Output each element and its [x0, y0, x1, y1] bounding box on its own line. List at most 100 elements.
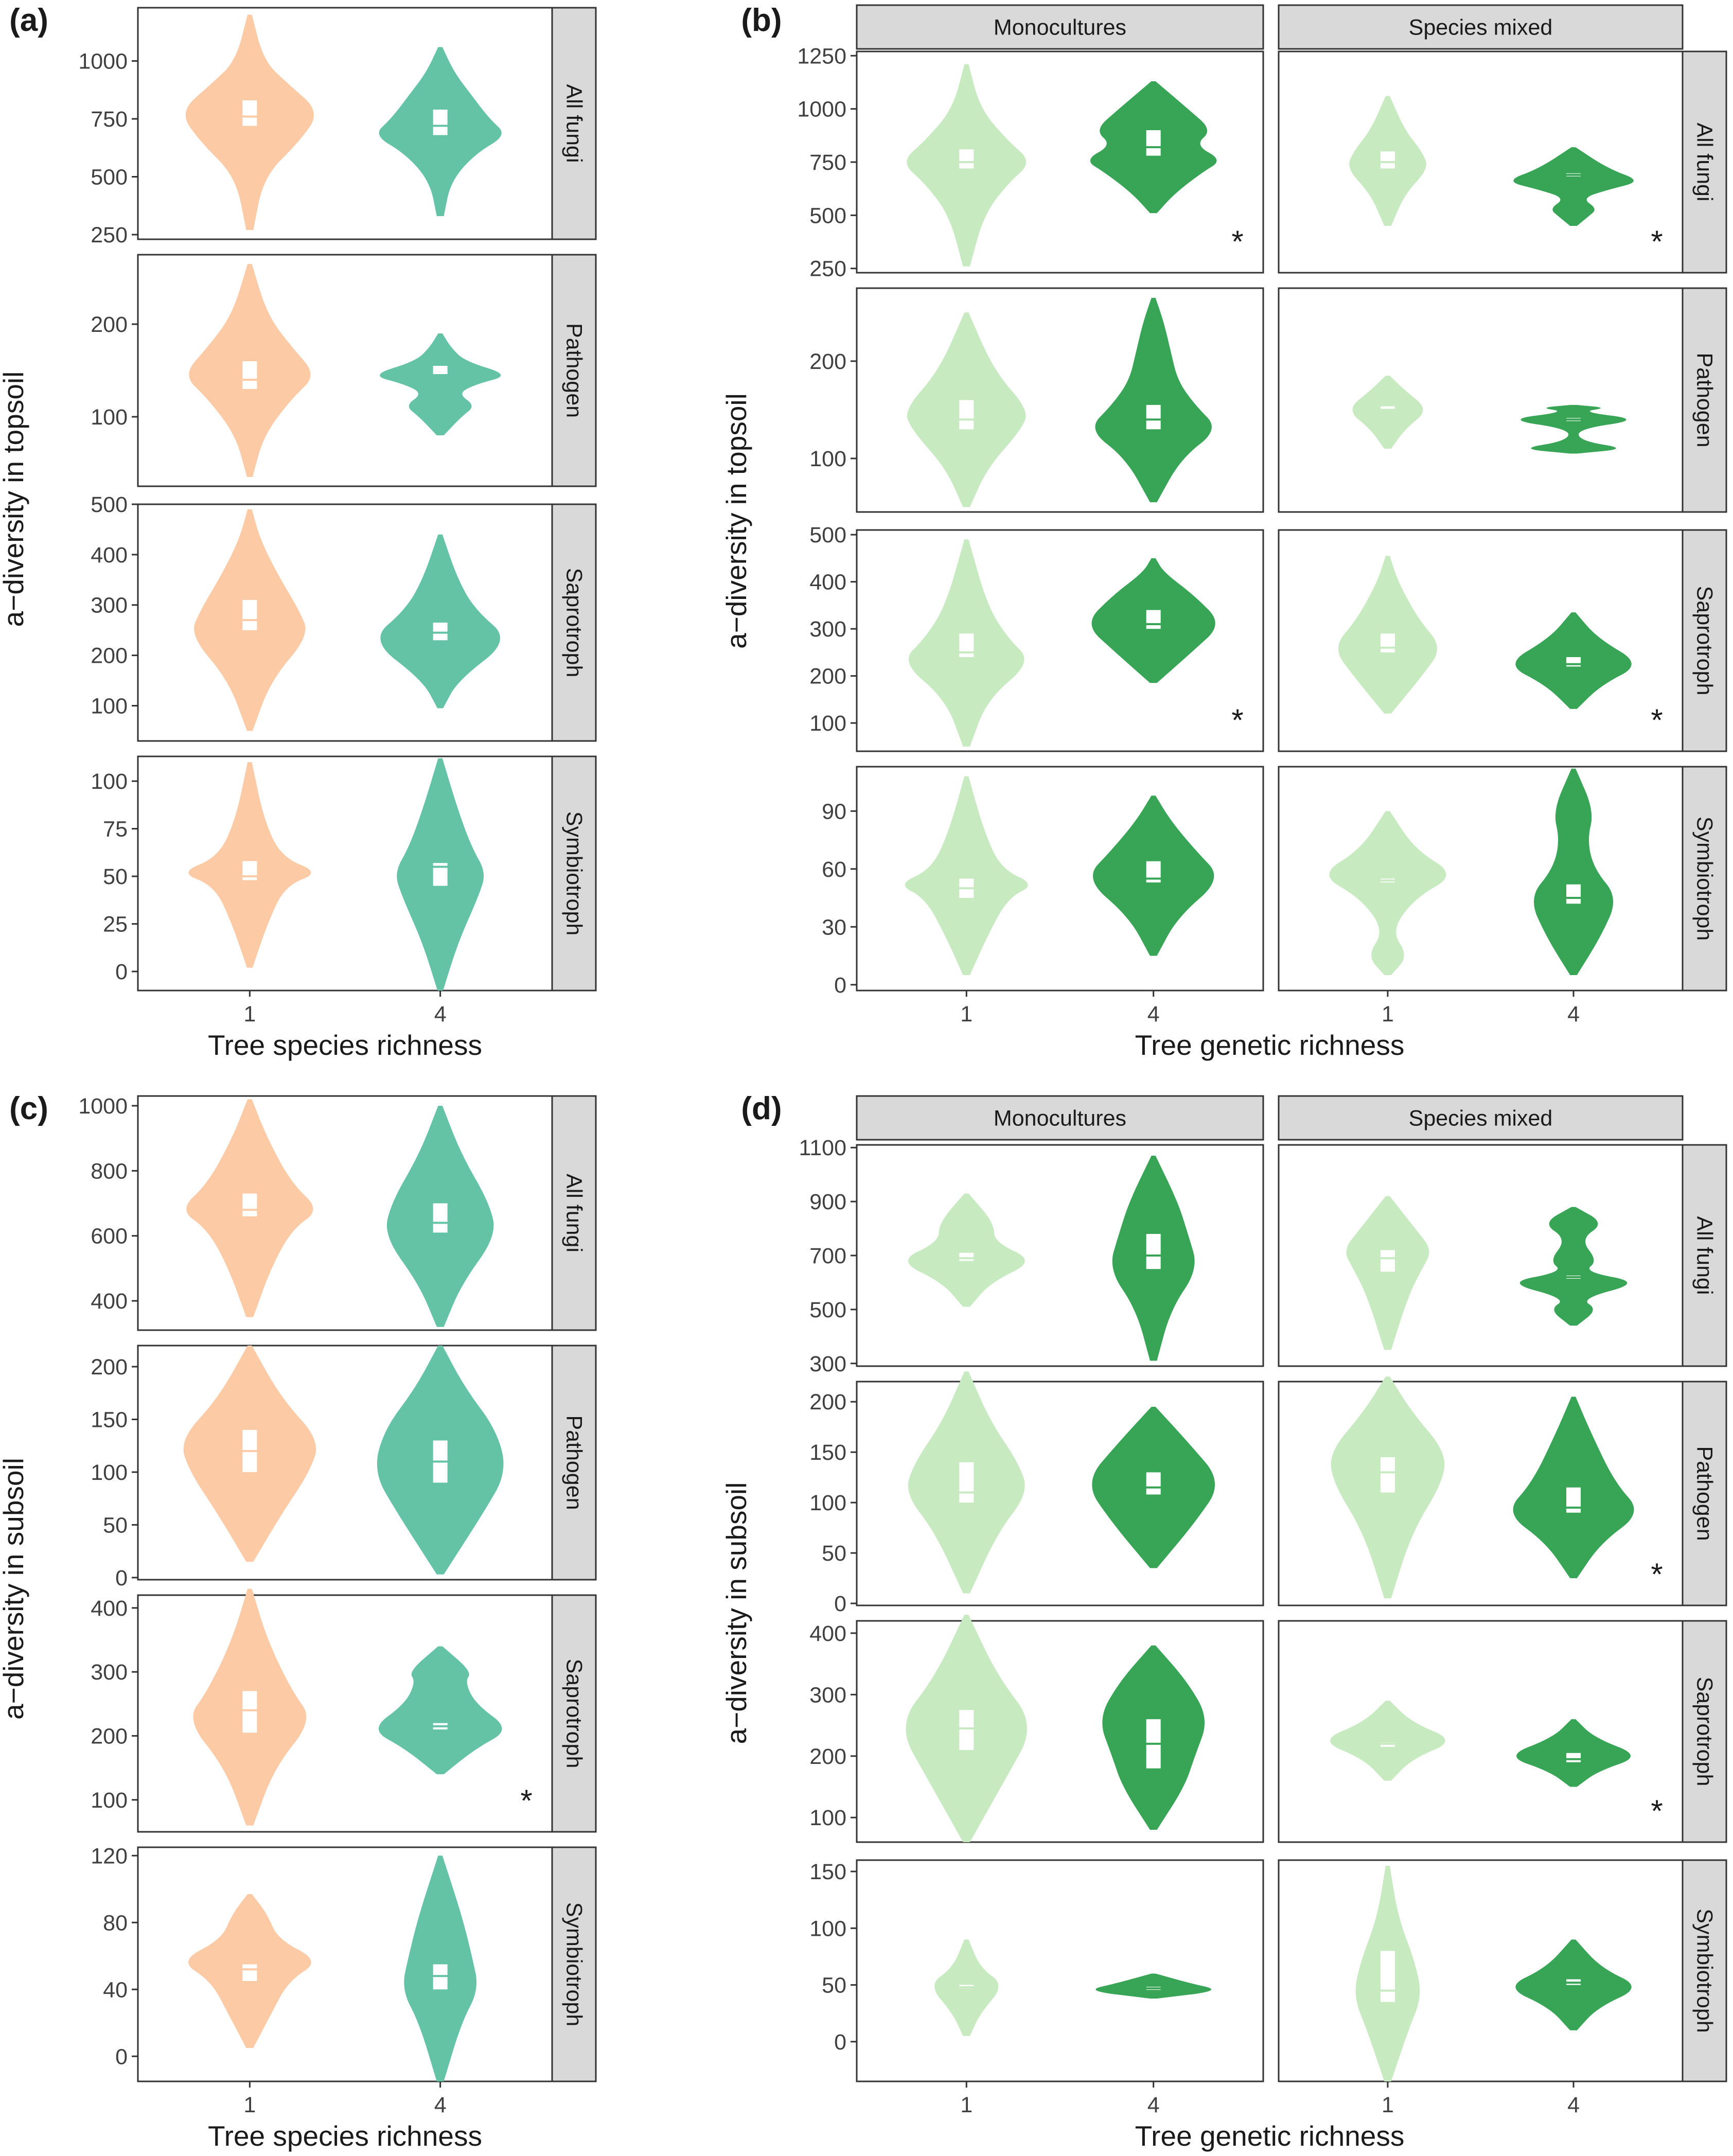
y-tick-label: 0: [115, 2044, 128, 2069]
row-strip: [1682, 766, 1727, 992]
y-tick-label: 1250: [797, 44, 846, 68]
violin-1-iqr-box: [242, 1691, 257, 1733]
y-tick-label: 300: [809, 617, 846, 642]
row-strip-label: Symbiotroph: [1692, 1908, 1717, 2033]
panel-a: (a) a−diversity in topsoil Tree species ri…: [0, 3, 597, 1061]
y-tick-label: 200: [809, 664, 846, 689]
violin-1-iqr-box: [959, 400, 974, 430]
panel-letter: (c): [9, 1091, 48, 1126]
violin-1-median-line: [241, 1968, 258, 1971]
violin-1-median-line: [241, 115, 258, 118]
violin-1-median-line: [241, 379, 258, 381]
violin-4-median-line: [432, 1975, 449, 1977]
y-tick-label: 100: [91, 694, 128, 718]
panel-letter: (d): [741, 1091, 782, 1126]
y-tick-label: 0: [834, 2030, 846, 2055]
violin-1-median-line: [958, 651, 975, 653]
violin-1-median-line: [1379, 1257, 1396, 1260]
facet-pathogen: 100 200 Pathogen: [91, 254, 597, 487]
row-strip-label: Saprotroph: [562, 568, 587, 678]
row-strip-label: Saprotroph: [1692, 1677, 1717, 1787]
y-tick-label: 300: [91, 593, 128, 618]
y-tick-label: 75: [103, 817, 128, 842]
violin-4-iqr-box: [1146, 130, 1161, 156]
x-tick-label: 1: [1382, 1002, 1394, 1027]
facet-all-fungi-species-mixed: All fungi: [1278, 1144, 1727, 1367]
y-tick-label: 30: [822, 915, 846, 940]
violin-4: [1513, 147, 1634, 226]
row-strip-label: All fungi: [562, 1174, 587, 1252]
y-tick-label: 250: [91, 223, 128, 248]
y-axis-title: a−diversity in topsoil: [720, 393, 752, 649]
y-tick-label: 750: [91, 107, 128, 132]
facet-all-fungi: 400 600 800 1000 All fungi: [78, 1094, 597, 1331]
y-axis-title: a−diversity in subsoil: [0, 1458, 29, 1720]
violin-1-median-line: [1379, 646, 1396, 649]
row-strip: [1682, 529, 1727, 752]
row-strip: [1682, 1859, 1727, 2082]
facet-pathogen-species-mixed: Pathogen: [1278, 287, 1727, 513]
y-tick-label: 700: [809, 1244, 846, 1268]
y-tick-label: 1000: [78, 1094, 128, 1119]
y-tick-label: 200: [809, 1390, 846, 1415]
row-strip-label: All fungi: [1692, 1216, 1717, 1295]
violin-1: [1346, 1196, 1429, 1350]
facet-all-fungi-species-mixed: * All fungi: [1278, 50, 1727, 274]
violin-4-median-line: [1565, 418, 1582, 421]
row-strip: [551, 503, 597, 742]
significance-star: *: [1231, 703, 1243, 737]
facet-all-fungi: 250 500 750 1000 All fungi: [78, 7, 597, 248]
y-tick-label: 0: [834, 973, 846, 998]
y-tick-label: 250: [809, 257, 846, 281]
y-tick-label: 25: [103, 912, 128, 937]
row-strip: [1682, 1144, 1727, 1367]
violin-4-median-line: [432, 631, 449, 634]
violin-4: [1519, 1207, 1628, 1326]
violin-4-iqr-box: [1146, 404, 1161, 430]
row-strip-label: Saprotroph: [562, 1659, 587, 1769]
violin-1-iqr-box: [1380, 406, 1395, 410]
facet-saprotroph-monocultures: 100 200 300 400 500 *: [809, 523, 1264, 752]
violin-4-median-line: [1565, 1506, 1582, 1509]
panel-c: (c) a−diversity in subsoil Tree species ri…: [0, 1091, 597, 2152]
column-strip: [1278, 4, 1684, 50]
y-tick-label: 0: [834, 1592, 846, 1616]
violin-1-median-line: [958, 418, 975, 421]
panel-d: (d) a−diversity in subsoil Tree genetic ri…: [720, 1091, 1727, 2152]
violin-1: [908, 1193, 1025, 1307]
y-tick-label: 80: [103, 1911, 128, 1935]
x-tick-label: 4: [434, 1002, 447, 1027]
y-axis-title: a−diversity in topsoil: [0, 372, 29, 627]
y-tick-label: 500: [809, 523, 846, 547]
y-tick-label: 1000: [797, 97, 846, 122]
y-tick-label: 150: [91, 1407, 128, 1432]
x-tick-label: 4: [434, 2093, 447, 2117]
violin-1-median-line: [958, 1986, 975, 1988]
violin-1-median-line: [1379, 1471, 1396, 1474]
y-tick-label: 100: [809, 447, 846, 471]
y-tick-label: 400: [91, 1289, 128, 1314]
x-tick-label: 1: [960, 2093, 972, 2117]
violin-4-median-line: [432, 1725, 449, 1727]
y-tick-label: 500: [809, 1298, 846, 1322]
row-strip-label: Pathogen: [562, 1415, 587, 1510]
violin-4-iqr-box: [433, 366, 448, 375]
violin-4: [1095, 1973, 1211, 1999]
y-tick-label: 150: [809, 1440, 846, 1465]
facet-pathogen-monocultures: 100 200: [809, 287, 1264, 513]
y-tick-label: 100: [91, 405, 128, 430]
violin-4-iqr-box: [1566, 1487, 1581, 1513]
row-strip-label: Pathogen: [562, 323, 587, 418]
violin-4-median-line: [1565, 173, 1582, 176]
y-tick-label: 600: [91, 1224, 128, 1249]
plot-frame: [1278, 1859, 1684, 2082]
violin-4-median-line: [1565, 897, 1582, 899]
y-tick-label: 100: [91, 769, 128, 794]
row-strip: [551, 755, 597, 992]
violin-1-median-line: [958, 1727, 975, 1730]
violin-1-median-line: [1379, 1989, 1396, 1992]
violin-4-median-line: [1565, 1982, 1582, 1984]
x-tick-label: 1: [960, 1002, 972, 1027]
row-strip: [551, 254, 597, 487]
facet-symbiotroph-species-mixed: Symbiotroph 1 4: [1278, 1859, 1727, 2117]
